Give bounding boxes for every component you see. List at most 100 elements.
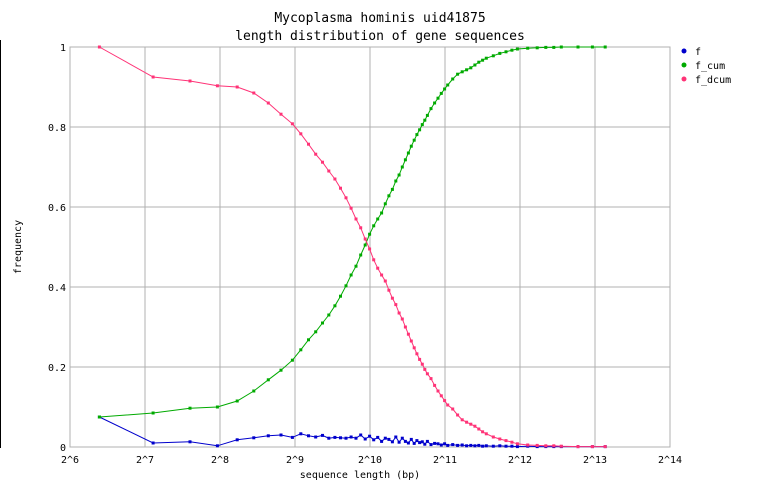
data-point — [576, 45, 580, 49]
data-point — [363, 243, 367, 247]
y-tick-label: 0.4 — [48, 283, 66, 294]
data-point — [498, 444, 502, 448]
data-point — [436, 96, 440, 100]
data-point — [376, 217, 380, 221]
data-point — [481, 444, 485, 448]
data-point — [321, 160, 324, 164]
data-point — [307, 338, 310, 342]
data-point — [491, 54, 495, 58]
data-point — [484, 444, 488, 448]
data-point — [481, 58, 485, 62]
data-point — [400, 317, 404, 321]
data-point — [425, 439, 429, 443]
data-point — [215, 405, 219, 409]
data-point — [460, 443, 464, 447]
data-point — [429, 107, 433, 111]
data-point — [451, 443, 455, 447]
data-point — [409, 339, 413, 343]
data-point — [510, 48, 514, 52]
data-point — [469, 66, 473, 70]
data-point — [451, 77, 455, 81]
x-tick-label: 2^13 — [583, 455, 607, 466]
data-point — [406, 332, 410, 336]
data-point — [394, 435, 398, 439]
data-point — [387, 194, 391, 198]
x-axis-label: sequence length (bp) — [300, 470, 420, 481]
data-point — [383, 202, 387, 206]
x-tick-label: 2^11 — [433, 455, 457, 466]
data-point — [235, 399, 239, 403]
data-point — [526, 46, 530, 50]
legend-label-f-cum: f_cum — [695, 61, 725, 72]
data-point — [327, 436, 331, 440]
data-point — [465, 68, 469, 72]
data-point — [473, 424, 477, 428]
data-point — [451, 407, 455, 411]
data-point — [590, 45, 594, 49]
data-point — [603, 45, 607, 49]
x-tick-label: 2^6 — [61, 455, 79, 466]
data-point — [383, 436, 387, 440]
data-point — [339, 186, 342, 190]
y-tick-label: 0.2 — [48, 363, 66, 374]
data-point — [380, 273, 384, 277]
data-point — [504, 50, 508, 54]
data-point — [339, 294, 342, 298]
data-point — [491, 444, 495, 448]
data-point — [473, 63, 477, 67]
series-f-dcum — [97, 45, 607, 449]
data-point — [535, 443, 539, 447]
data-point — [484, 432, 488, 436]
data-point — [383, 279, 387, 283]
data-point — [344, 284, 348, 288]
data-point — [344, 196, 348, 200]
data-point — [420, 123, 424, 127]
data-point — [477, 427, 481, 431]
data-point — [97, 45, 101, 49]
series-layer — [97, 45, 607, 449]
data-point — [460, 418, 464, 422]
data-point — [526, 443, 530, 447]
legend: f f_cum f_dcum — [681, 47, 731, 86]
y-tick-label: 0 — [60, 443, 66, 454]
data-point — [307, 434, 310, 438]
data-point — [423, 442, 427, 446]
data-point — [559, 444, 563, 448]
data-point — [266, 101, 270, 105]
data-point — [403, 158, 407, 162]
plot-frame — [69, 46, 671, 448]
data-point — [460, 70, 464, 74]
data-point — [376, 435, 380, 439]
y-tick-label: 0.8 — [48, 123, 66, 134]
data-point — [397, 311, 401, 315]
data-point — [420, 362, 424, 366]
data-point — [418, 357, 422, 361]
data-point — [321, 433, 324, 437]
data-point — [446, 403, 450, 407]
data-point — [400, 436, 404, 440]
data-point — [390, 296, 394, 300]
data-point — [456, 443, 460, 447]
x-tick-label: 2^10 — [358, 455, 382, 466]
data-point — [409, 144, 413, 148]
data-point — [439, 394, 443, 398]
data-point — [235, 438, 239, 442]
data-point — [436, 442, 440, 446]
data-point — [368, 434, 372, 438]
data-point — [372, 258, 376, 262]
data-point — [469, 443, 473, 447]
data-point — [307, 142, 310, 146]
data-point — [465, 420, 469, 424]
data-point — [397, 173, 401, 177]
data-point — [412, 346, 416, 350]
data-point — [433, 441, 437, 445]
data-point — [429, 443, 433, 447]
data-point — [515, 47, 519, 51]
data-point — [415, 133, 419, 137]
data-point — [403, 439, 407, 443]
data-point — [290, 435, 294, 439]
data-point — [339, 436, 342, 440]
data-point — [443, 87, 447, 91]
data-point — [188, 79, 192, 83]
data-point — [400, 165, 404, 169]
